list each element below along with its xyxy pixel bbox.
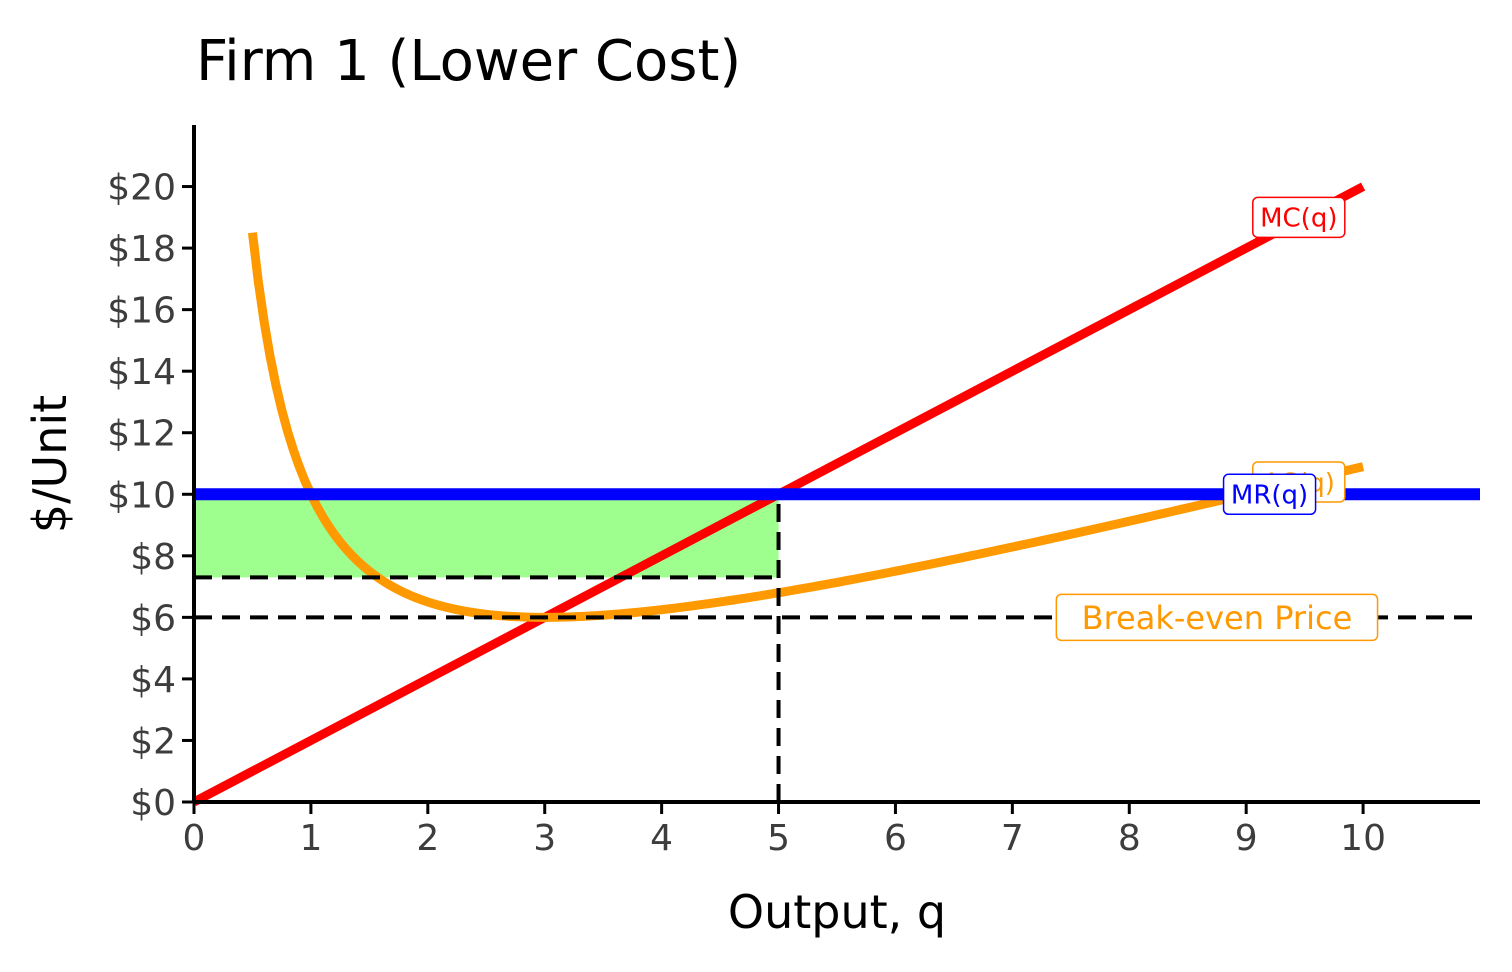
x-tick-label: 2 xyxy=(416,818,439,859)
mr-label-box xyxy=(1222,473,1317,516)
y-tick-label: $20 xyxy=(107,168,176,209)
mc-label-text: MC(q) xyxy=(1260,204,1337,234)
mc-label-box xyxy=(1252,196,1346,239)
y-tick-label: $0 xyxy=(130,783,176,824)
x-tick-label: 5 xyxy=(767,818,790,859)
x-tick-label: 10 xyxy=(1340,818,1386,859)
y-tick-label: $4 xyxy=(130,660,176,701)
y-tick-label: $18 xyxy=(107,229,176,270)
mc-label: MC(q) xyxy=(1252,196,1346,239)
break-even-label: Break-even Price xyxy=(1055,593,1379,642)
x-axis-title: Output, q xyxy=(728,885,946,939)
y-tick-label: $10 xyxy=(107,475,176,516)
chart-title: Firm 1 (Lower Cost) xyxy=(196,29,741,94)
x-tick-label: 3 xyxy=(533,818,556,859)
y-tick-label: $12 xyxy=(107,414,176,455)
mr-label: MR(q) xyxy=(1222,473,1317,516)
axes: 0 1 2 3 4 5 6 7 8 9 10 $0 $2 $4 $6 $8 $10 $12 $14 $16 $18 $20 xyxy=(107,125,1480,859)
x-tick-label: 6 xyxy=(884,818,907,859)
x-tick-label: 7 xyxy=(1001,818,1024,859)
x-tick-label: 8 xyxy=(1118,818,1141,859)
x-tick-label: 4 xyxy=(650,818,673,859)
y-axis-title: $/Unit xyxy=(23,395,77,533)
mr-label-text: MR(q) xyxy=(1231,481,1308,511)
x-tick-label: 0 xyxy=(183,818,206,859)
y-tick-label: $14 xyxy=(107,352,176,393)
curve-labels: AC(q)MR(q)MC(q)Break-even Price xyxy=(1055,196,1379,642)
break-even-label-box xyxy=(1055,593,1379,642)
y-tick-label: $2 xyxy=(130,721,176,762)
profit-rectangle xyxy=(194,494,779,578)
y-tick-label: $16 xyxy=(107,291,176,332)
y-tick-label: $8 xyxy=(130,537,176,578)
break-even-label-text: Break-even Price xyxy=(1082,599,1353,637)
y-tick-label: $6 xyxy=(130,598,176,639)
x-tick-label: 9 xyxy=(1235,818,1258,859)
ac-curve xyxy=(247,232,1365,622)
x-tick-label: 1 xyxy=(299,818,322,859)
profit-region xyxy=(194,494,779,578)
